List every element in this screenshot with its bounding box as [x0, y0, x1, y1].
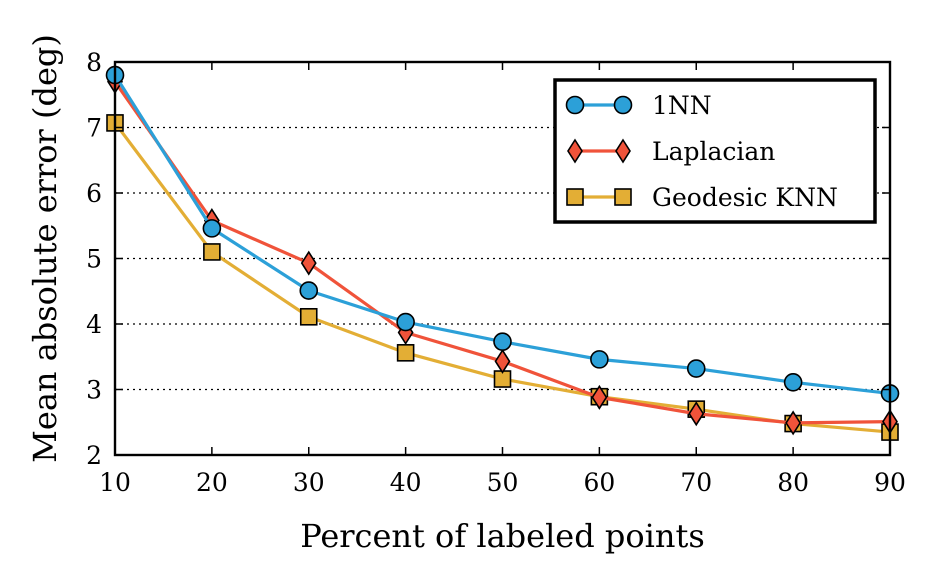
- data-point-laplacian: [591, 384, 608, 410]
- x-tick-label: 20: [196, 468, 228, 497]
- x-tick-label: 30: [293, 468, 325, 497]
- x-axis-title: Percent of labeled points: [300, 517, 705, 555]
- legend-marker: [567, 138, 583, 164]
- x-tick-label: 40: [390, 468, 422, 497]
- y-tick-label: 3: [86, 376, 102, 405]
- data-point-laplacian: [300, 250, 317, 276]
- data-point-geodesic-knn: [396, 344, 415, 362]
- y-axis-title: Mean absolute error (deg): [26, 34, 64, 463]
- legend-label: 1NN: [652, 91, 712, 120]
- series-1nn: [105, 65, 900, 403]
- data-point-1nn: [299, 281, 319, 300]
- legend-marker: [614, 188, 632, 206]
- legend-marker: [565, 95, 585, 115]
- data-point-1nn: [783, 372, 803, 392]
- data-point-laplacian: [688, 401, 705, 427]
- series-layer: [105, 65, 900, 441]
- data-point-1nn: [396, 312, 415, 332]
- legend-marker: [615, 138, 631, 164]
- y-tick-label: 7: [86, 114, 102, 143]
- y-tick-label: 2: [86, 441, 102, 470]
- x-tick-label: 50: [487, 468, 519, 497]
- x-tick-label: 70: [680, 468, 712, 497]
- y-tick-label: 8: [86, 48, 102, 77]
- data-point-geodesic-knn: [299, 307, 318, 326]
- legend-marker: [613, 95, 633, 115]
- data-point-1nn: [202, 219, 222, 238]
- legend-label: Laplacian: [652, 137, 775, 166]
- x-tick-label: 60: [583, 468, 615, 497]
- y-tick-label: 4: [86, 310, 102, 339]
- data-point-1nn: [493, 332, 512, 351]
- legend-label: Geodesic KNN: [652, 183, 838, 212]
- data-point-laplacian: [785, 410, 802, 436]
- y-tick-label: 5: [86, 245, 102, 274]
- data-point-geodesic-knn: [203, 243, 221, 261]
- data-point-1nn: [686, 359, 706, 378]
- x-tick-label: 90: [874, 468, 906, 497]
- legend-item-geodesic-knn: Geodesic KNN: [566, 183, 838, 212]
- legend-marker: [566, 188, 584, 206]
- x-tick-label: 80: [777, 468, 809, 497]
- legend: 1NN Laplacian Geodesic KNN: [553, 78, 877, 224]
- data-point-laplacian: [494, 348, 511, 374]
- y-tick-label: 6: [86, 179, 102, 208]
- data-point-1nn: [590, 350, 609, 369]
- legend-item-laplacian: Laplacian: [567, 137, 775, 166]
- legend-item-1nn: 1NN: [565, 91, 712, 120]
- x-tick-label: 10: [99, 468, 131, 497]
- axis-ticks: 10 20 30 40 50 60 70 80 90 2 3 4 5 6 7 8: [86, 48, 906, 497]
